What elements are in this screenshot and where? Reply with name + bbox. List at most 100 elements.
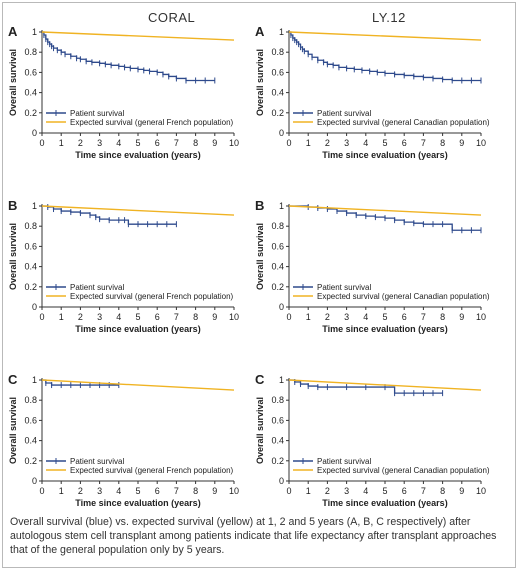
- expected-survival-line: [41, 205, 235, 216]
- x-tick-label: 10: [476, 486, 486, 496]
- x-tick-label: 9: [212, 138, 217, 148]
- x-axis-label: Time since evaluation (years): [75, 150, 200, 160]
- y-tick-label: 0.4: [24, 88, 37, 98]
- x-tick-label: 3: [97, 312, 102, 322]
- x-tick-label: 6: [155, 138, 160, 148]
- y-tick-label: 0.4: [271, 436, 284, 446]
- x-tick-label: 4: [116, 312, 121, 322]
- y-tick-label: 0.2: [271, 108, 284, 118]
- legend-label: Expected survival (general Canadian popu…: [317, 466, 490, 475]
- y-tick-label: 0.2: [24, 456, 37, 466]
- expected-survival-line: [288, 31, 482, 41]
- x-tick-label: 0: [39, 138, 44, 148]
- x-tick-label: 8: [193, 312, 198, 322]
- x-tick-label: 3: [344, 138, 349, 148]
- y-tick-label: 0.8: [24, 221, 37, 231]
- y-tick-label: 0.8: [24, 47, 37, 57]
- y-tick-label: 0.8: [271, 221, 284, 231]
- x-tick-label: 1: [306, 486, 311, 496]
- x-tick-label: 0: [286, 486, 291, 496]
- y-tick-label: 0.4: [24, 436, 37, 446]
- x-tick-label: 8: [440, 486, 445, 496]
- x-tick-label: 5: [135, 138, 140, 148]
- y-tick-label: 1: [32, 375, 37, 385]
- x-tick-label: 2: [78, 486, 83, 496]
- x-tick-label: 1: [59, 138, 64, 148]
- x-axis-label: Time since evaluation (years): [322, 498, 447, 508]
- legend-label: Patient survival: [317, 457, 371, 466]
- expected-survival-line: [288, 205, 482, 216]
- y-tick-label: 0.6: [24, 67, 37, 77]
- x-tick-label: 6: [402, 138, 407, 148]
- y-tick-label: 0: [279, 302, 284, 312]
- x-tick-label: 7: [421, 312, 426, 322]
- y-axis-label: Overall survival: [255, 223, 265, 290]
- x-tick-label: 5: [382, 486, 387, 496]
- y-tick-label: 0.8: [24, 395, 37, 405]
- x-tick-label: 7: [174, 486, 179, 496]
- x-tick-label: 2: [325, 312, 330, 322]
- y-tick-label: 0.6: [24, 415, 37, 425]
- x-tick-label: 4: [363, 486, 368, 496]
- x-tick-label: 5: [135, 312, 140, 322]
- x-tick-label: 0: [39, 486, 44, 496]
- expected-survival-line: [41, 31, 235, 41]
- y-tick-label: 0: [32, 476, 37, 486]
- y-tick-label: 0.4: [24, 262, 37, 272]
- y-tick-label: 1: [279, 201, 284, 211]
- x-tick-label: 8: [193, 486, 198, 496]
- y-tick-label: 0: [279, 128, 284, 138]
- y-tick-label: 0.6: [24, 241, 37, 251]
- legend-label: Expected survival (general Canadian popu…: [317, 118, 490, 127]
- x-tick-label: 9: [459, 312, 464, 322]
- y-tick-label: 0.6: [271, 67, 284, 77]
- legend-label: Expected survival (general French popula…: [70, 118, 234, 127]
- column-title-ly12: LY.12: [372, 10, 406, 25]
- x-tick-label: 4: [363, 312, 368, 322]
- x-tick-label: 9: [212, 312, 217, 322]
- x-tick-label: 6: [402, 312, 407, 322]
- y-axis-label: Overall survival: [8, 223, 18, 290]
- x-tick-label: 3: [344, 486, 349, 496]
- x-tick-label: 8: [440, 138, 445, 148]
- y-tick-label: 0: [32, 128, 37, 138]
- x-tick-label: 0: [286, 312, 291, 322]
- x-tick-label: 5: [382, 138, 387, 148]
- legend-label: Expected survival (general French popula…: [70, 466, 234, 475]
- column-title-coral: CORAL: [148, 10, 196, 25]
- legend-label: Expected survival (general Canadian popu…: [317, 292, 490, 301]
- y-axis-label: Overall survival: [255, 397, 265, 464]
- x-tick-label: 7: [174, 138, 179, 148]
- y-tick-label: 0.6: [271, 241, 284, 251]
- y-tick-label: 1: [32, 201, 37, 211]
- legend-label: Patient survival: [70, 283, 124, 292]
- expected-survival-line: [41, 379, 235, 391]
- panel-letter: C: [8, 372, 18, 387]
- x-tick-label: 10: [229, 138, 239, 148]
- x-tick-label: 4: [363, 138, 368, 148]
- y-tick-label: 0: [32, 302, 37, 312]
- x-tick-label: 2: [325, 486, 330, 496]
- x-tick-label: 2: [325, 138, 330, 148]
- y-tick-label: 0.2: [24, 108, 37, 118]
- y-tick-label: 1: [279, 27, 284, 37]
- y-tick-label: 0.2: [24, 282, 37, 292]
- y-tick-label: 0.4: [271, 88, 284, 98]
- legend-label: Patient survival: [70, 457, 124, 466]
- x-tick-label: 10: [229, 312, 239, 322]
- figure-frame: [2, 2, 516, 568]
- panel-letter: A: [8, 24, 18, 39]
- x-tick-label: 10: [476, 138, 486, 148]
- y-tick-label: 0: [279, 476, 284, 486]
- x-tick-label: 2: [78, 312, 83, 322]
- x-tick-label: 1: [306, 138, 311, 148]
- patient-survival-line: [42, 31, 215, 82]
- x-tick-label: 6: [402, 486, 407, 496]
- x-tick-label: 0: [39, 312, 44, 322]
- panel-letter: A: [255, 24, 265, 39]
